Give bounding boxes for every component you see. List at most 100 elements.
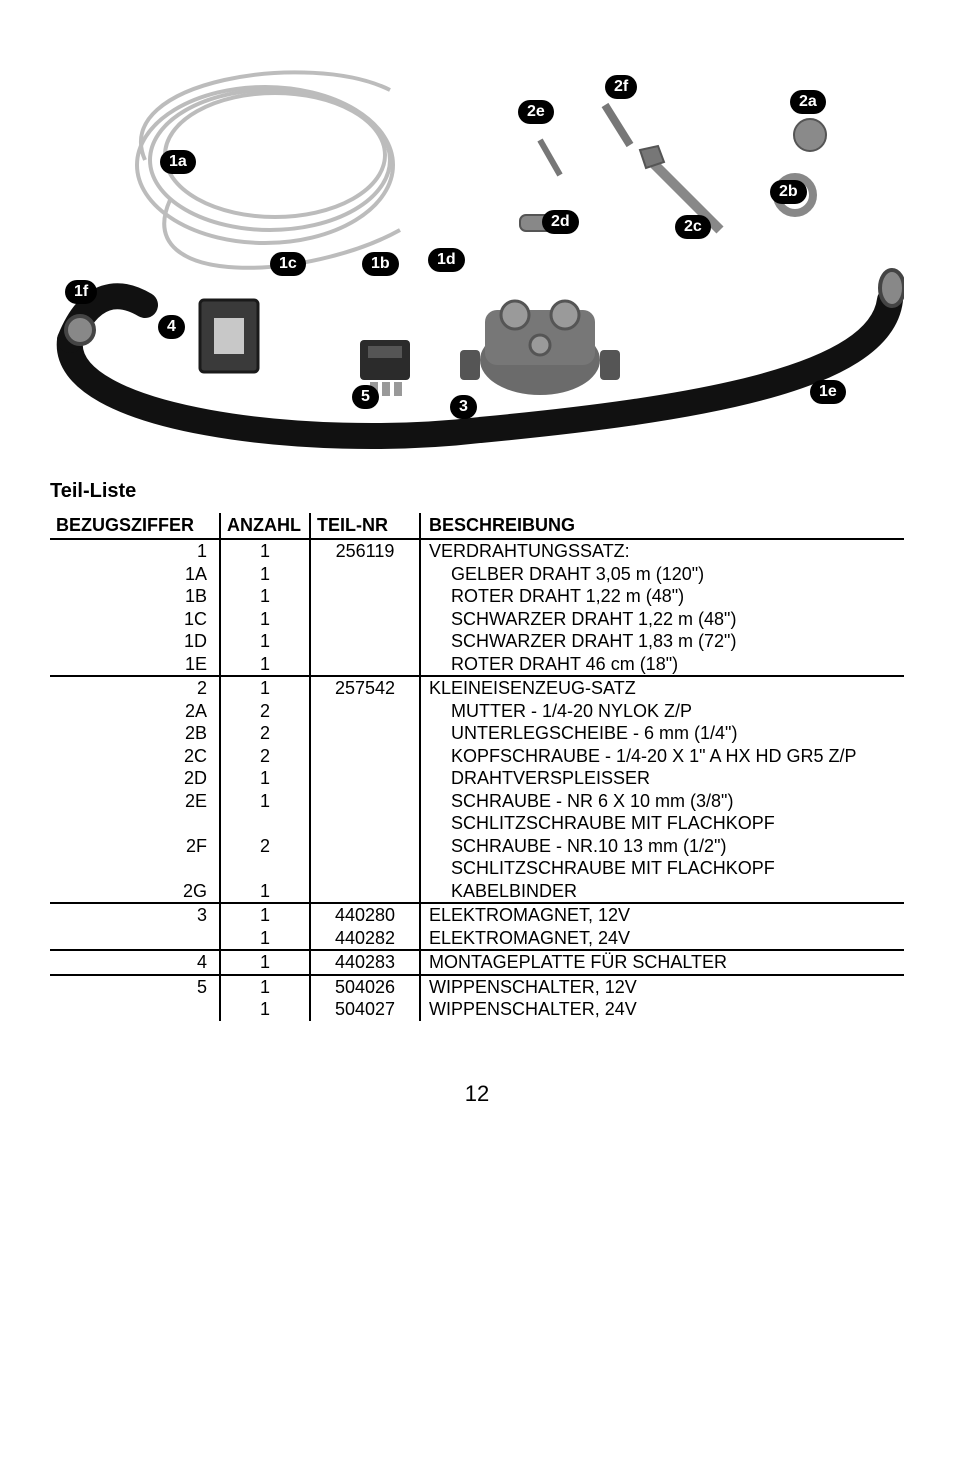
cell-anzahl: 1 — [220, 585, 310, 608]
cell-beschreibung: UNTERLEGSCHEIBE - 6 mm (1/4") — [420, 722, 904, 745]
cell-bezugsziffer: 4 — [50, 950, 220, 975]
table-row: 2G1KABELBINDER — [50, 880, 904, 904]
cell-teilnr — [310, 857, 420, 880]
cell-anzahl: 1 — [220, 903, 310, 927]
cell-beschreibung: DRAHTVERSPLEISSER — [420, 767, 904, 790]
cell-teilnr: 440280 — [310, 903, 420, 927]
cell-beschreibung: ROTER DRAHT 46 cm (18") — [420, 653, 904, 677]
cell-bezugsziffer: 1C — [50, 608, 220, 631]
table-row: 2D1 DRAHTVERSPLEISSER — [50, 767, 904, 790]
cell-teilnr — [310, 745, 420, 768]
cell-teilnr — [310, 700, 420, 723]
cell-beschreibung: MUTTER - 1/4-20 NYLOK Z/P — [420, 700, 904, 723]
cell-teilnr — [310, 563, 420, 586]
cell-anzahl: 1 — [220, 676, 310, 700]
cell-bezugsziffer: 2C — [50, 745, 220, 768]
parts-diagram: 1a 1c 1b 1d 1f 4 5 3 1e 2e 2f 2a 2b 2c 2… — [50, 30, 904, 470]
cell-bezugsziffer — [50, 857, 220, 880]
cell-teilnr: 440282 — [310, 927, 420, 951]
table-row: 2E1SCHRAUBE - NR 6 X 10 mm (3/8") — [50, 790, 904, 813]
cell-bezugsziffer: 5 — [50, 975, 220, 999]
table-row: 11256119VERDRAHTUNGSSATZ: — [50, 539, 904, 563]
cell-bezugsziffer: 1A — [50, 563, 220, 586]
callout-2c: 2c — [675, 215, 711, 239]
cell-bezugsziffer: 2E — [50, 790, 220, 813]
cell-bezugsziffer: 2 — [50, 676, 220, 700]
cell-beschreibung: MONTAGEPLATTE FÜR SCHALTER — [420, 950, 904, 975]
cell-anzahl — [220, 812, 310, 835]
cell-anzahl: 1 — [220, 975, 310, 999]
cell-bezugsziffer: 2F — [50, 835, 220, 858]
cell-teilnr — [310, 767, 420, 790]
callout-3: 3 — [450, 395, 477, 419]
cell-anzahl: 1 — [220, 767, 310, 790]
callout-1b: 1b — [362, 252, 399, 276]
cell-bezugsziffer — [50, 998, 220, 1021]
table-row: 2B2UNTERLEGSCHEIBE - 6 mm (1/4") — [50, 722, 904, 745]
cell-anzahl: 2 — [220, 745, 310, 768]
cell-beschreibung: SCHRAUBE - NR.10 13 mm (1/2") — [420, 835, 904, 858]
cell-teilnr: 256119 — [310, 539, 420, 563]
cell-teilnr: 504027 — [310, 998, 420, 1021]
section-title: Teil-Liste — [50, 480, 904, 503]
cell-beschreibung: KLEINEISENZEUG-SATZ — [420, 676, 904, 700]
cell-anzahl: 2 — [220, 722, 310, 745]
cell-teilnr — [310, 835, 420, 858]
cell-teilnr — [310, 812, 420, 835]
cell-anzahl — [220, 857, 310, 880]
table-row: 1C1 SCHWARZER DRAHT 1,22 m (48") — [50, 608, 904, 631]
cell-beschreibung: SCHLITZSCHRAUBE MIT FLACHKOPF — [420, 812, 904, 835]
table-row: 31440280ELEKTROMAGNET, 12V — [50, 903, 904, 927]
cell-bezugsziffer: 2A — [50, 700, 220, 723]
cell-bezugsziffer: 1B — [50, 585, 220, 608]
cell-beschreibung: SCHLITZSCHRAUBE MIT FLACHKOPF — [420, 857, 904, 880]
cell-beschreibung: SCHWARZER DRAHT 1,22 m (48") — [420, 608, 904, 631]
cell-bezugsziffer: 1E — [50, 653, 220, 677]
cell-beschreibung: ELEKTROMAGNET, 12V — [420, 903, 904, 927]
cell-beschreibung: KABELBINDER — [420, 880, 904, 904]
cell-anzahl: 1 — [220, 880, 310, 904]
cell-teilnr: 257542 — [310, 676, 420, 700]
cell-bezugsziffer — [50, 927, 220, 951]
cell-beschreibung: SCHRAUBE - NR 6 X 10 mm (3/8") — [420, 790, 904, 813]
cell-teilnr — [310, 722, 420, 745]
cell-beschreibung: WIPPENSCHALTER, 24V — [420, 998, 904, 1021]
header-beschreibung: BESCHREIBUNG — [420, 513, 904, 539]
table-row: 1504027WIPPENSCHALTER, 24V — [50, 998, 904, 1021]
table-row: 1B1 ROTER DRAHT 1,22 m (48") — [50, 585, 904, 608]
callout-4: 4 — [158, 315, 185, 339]
cell-bezugsziffer: 1 — [50, 539, 220, 563]
cell-beschreibung: SCHWARZER DRAHT 1,83 m (72") — [420, 630, 904, 653]
cell-anzahl: 2 — [220, 700, 310, 723]
header-teilnr: TEIL-NR — [310, 513, 420, 539]
table-row: 21257542KLEINEISENZEUG-SATZ — [50, 676, 904, 700]
header-bezugsziffer: BEZUGSZIFFER — [50, 513, 220, 539]
cell-anzahl: 1 — [220, 653, 310, 677]
callout-2d: 2d — [542, 210, 579, 234]
page-number: 12 — [50, 1081, 904, 1107]
cell-anzahl: 1 — [220, 998, 310, 1021]
cell-anzahl: 1 — [220, 539, 310, 563]
cell-teilnr — [310, 653, 420, 677]
cell-anzahl: 1 — [220, 563, 310, 586]
parts-table: BEZUGSZIFFER ANZAHL TEIL-NR BESCHREIBUNG… — [50, 513, 904, 1021]
table-row: 1E1 ROTER DRAHT 46 cm (18") — [50, 653, 904, 677]
table-row: 41440283MONTAGEPLATTE FÜR SCHALTER — [50, 950, 904, 975]
cell-anzahl: 1 — [220, 927, 310, 951]
table-row: 51504026WIPPENSCHALTER, 12V — [50, 975, 904, 999]
cell-teilnr: 504026 — [310, 975, 420, 999]
cell-bezugsziffer: 1D — [50, 630, 220, 653]
cell-teilnr — [310, 790, 420, 813]
cell-beschreibung: ROTER DRAHT 1,22 m (48") — [420, 585, 904, 608]
cell-bezugsziffer: 2D — [50, 767, 220, 790]
cell-anzahl: 1 — [220, 950, 310, 975]
cell-teilnr: 440283 — [310, 950, 420, 975]
cell-bezugsziffer — [50, 812, 220, 835]
callout-1f: 1f — [65, 280, 97, 304]
cell-teilnr — [310, 585, 420, 608]
cell-anzahl: 1 — [220, 608, 310, 631]
callout-2f: 2f — [605, 75, 637, 99]
table-row: 1D1SCHWARZER DRAHT 1,83 m (72") — [50, 630, 904, 653]
cell-teilnr — [310, 608, 420, 631]
cell-beschreibung: GELBER DRAHT 3,05 m (120") — [420, 563, 904, 586]
